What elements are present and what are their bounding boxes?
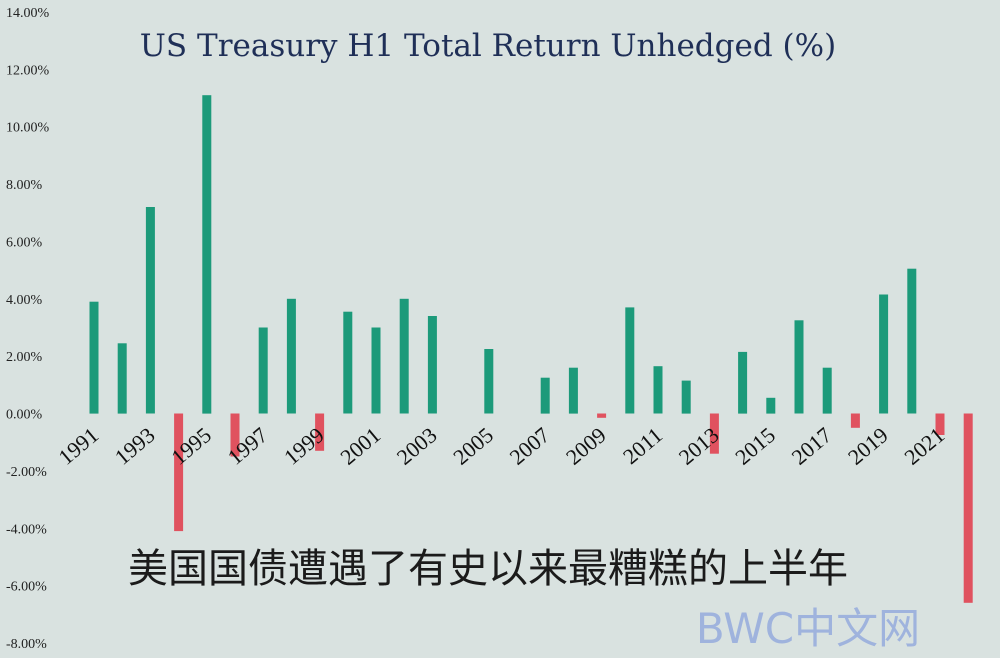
bar-1995 <box>202 95 212 414</box>
x-tick-label: 2005 <box>448 422 498 469</box>
x-tick-label: 2017 <box>787 422 837 469</box>
bar-1993 <box>145 207 155 414</box>
x-tick-label: 2007 <box>505 422 555 469</box>
x-tick-label: 1991 <box>53 422 103 469</box>
bar-2020 <box>907 268 917 414</box>
bar-1999 <box>315 413 325 451</box>
y-tick-label: -4.00% <box>6 522 47 537</box>
y-tick-label: -6.00% <box>6 580 47 595</box>
bar-2012 <box>681 380 691 414</box>
bar-2021 <box>935 413 945 435</box>
bar-1996 <box>230 413 240 457</box>
x-tick-label: 2009 <box>561 422 611 469</box>
x-tick-label: 2003 <box>392 422 442 469</box>
caption-overlay: 美国国债遭遇了有史以来最糟糕的上半年 <box>128 546 848 592</box>
x-tick-label: 1993 <box>110 422 160 469</box>
watermark: BWC中文网 <box>696 604 920 653</box>
bar-2019 <box>879 294 889 414</box>
bar-2016 <box>794 320 804 414</box>
bar-2010 <box>625 307 635 414</box>
bar-1998 <box>286 298 296 414</box>
chart-title: US Treasury H1 Total Return Unhedged (%) <box>140 28 836 64</box>
y-axis: 14.00% 12.00% 10.00% 8.00% 6.00% 4.00% 2.00% 0.… <box>6 6 50 652</box>
bar-2003 <box>427 316 437 414</box>
bar-1992 <box>117 343 127 414</box>
x-axis: 1991 1993 1995 1997 1999 2001 2003 2005 2007 2009… <box>53 422 949 469</box>
bar-1997 <box>258 327 268 414</box>
bar-2022 <box>963 413 973 603</box>
x-tick-label: 2001 <box>335 422 385 469</box>
x-tick-label: 2011 <box>618 422 667 469</box>
y-tick-label: 8.00% <box>6 178 43 193</box>
bar-2009 <box>597 413 607 418</box>
bar-2017 <box>822 367 832 414</box>
x-tick-label: 2019 <box>843 422 893 469</box>
bar-1994 <box>174 413 184 532</box>
y-tick-label: 0.00% <box>6 408 43 423</box>
bars <box>89 95 973 603</box>
y-tick-label: -2.00% <box>6 465 47 480</box>
x-tick-label: 1997 <box>223 422 273 469</box>
y-tick-label: 4.00% <box>6 293 43 308</box>
bar-2007 <box>540 377 550 414</box>
bar-2000 <box>343 311 353 414</box>
bar-2001 <box>371 327 381 414</box>
bar-2015 <box>766 397 776 414</box>
y-tick-label: 14.00% <box>6 6 50 21</box>
y-tick-label: 12.00% <box>6 63 50 78</box>
x-tick-label: 2015 <box>730 422 780 469</box>
bar-2005 <box>484 349 494 414</box>
y-tick-label: 10.00% <box>6 121 50 136</box>
bar-2014 <box>738 351 748 414</box>
bar-2011 <box>653 366 663 414</box>
y-tick-label: -8.00% <box>6 637 47 652</box>
bar-2013 <box>709 413 719 454</box>
x-tick-label: 1995 <box>166 422 216 469</box>
bar-1991 <box>89 301 99 414</box>
y-tick-label: 6.00% <box>6 235 43 250</box>
bar-2008 <box>568 367 578 414</box>
bar-2002 <box>399 298 409 414</box>
bar-2018 <box>850 413 860 428</box>
y-tick-label: 2.00% <box>6 350 43 365</box>
